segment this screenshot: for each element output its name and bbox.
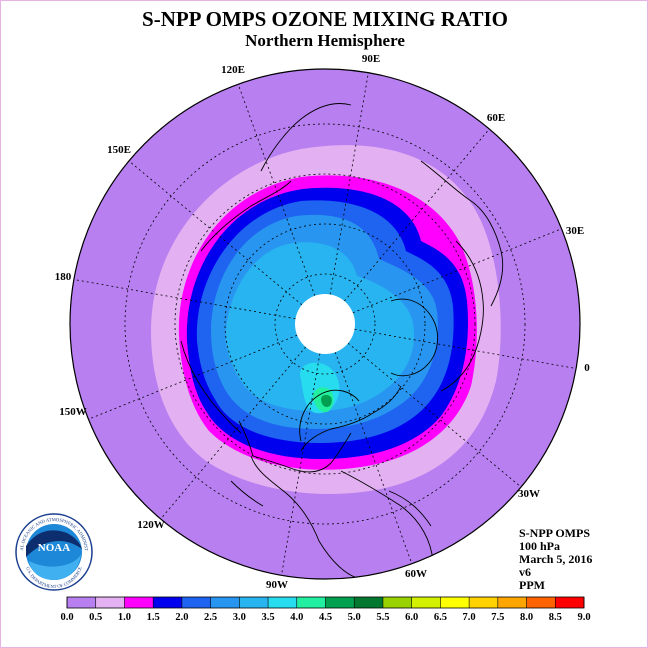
coastlines <box>180 103 504 579</box>
legend-swatch <box>325 597 355 608</box>
legend-tick-label: 8.5 <box>549 612 562 623</box>
legend-swatch <box>239 597 269 608</box>
info-version: v6 <box>519 565 531 579</box>
info-instrument: S-NPP OMPS <box>519 526 590 540</box>
lon-label: 0 <box>584 362 590 374</box>
legend-swatch <box>181 597 211 608</box>
legend-tick-label: 3.0 <box>233 612 246 623</box>
legend-swatch <box>153 597 183 608</box>
graticule <box>70 69 580 579</box>
legend-tick-label: 4.0 <box>290 612 303 623</box>
lon-label: 120E <box>221 64 245 76</box>
legend-swatch <box>67 597 97 608</box>
legend-tick-label: 3.5 <box>261 612 274 623</box>
legend-tick-label: 2.0 <box>175 612 188 623</box>
legend-tick-label: 5.5 <box>376 612 389 623</box>
info-units: PPM <box>519 578 545 592</box>
legend-swatch <box>555 597 585 608</box>
legend-swatch <box>440 597 470 608</box>
info-date: March 5, 2016 <box>519 552 593 566</box>
lon-label: 150W <box>59 406 87 418</box>
longitude-labels: 90E 60E 30E 0 30W 60W 90W 120W 150W 180 … <box>55 53 591 591</box>
legend-swatch <box>296 597 326 608</box>
logo-wordmark: NOAA <box>38 542 70 554</box>
lon-label: 90W <box>266 579 288 591</box>
polar-data-gap <box>295 294 355 354</box>
lon-label: 120W <box>137 519 165 531</box>
lon-label: 180 <box>55 271 72 283</box>
legend-tick-label: 6.5 <box>434 612 447 623</box>
lon-label: 30W <box>518 488 540 500</box>
legend-tick-label: 2.5 <box>204 612 217 623</box>
legend-tick-label: 1.0 <box>118 612 131 623</box>
legend-tick-label: 8.0 <box>520 612 533 623</box>
legend-swatch <box>210 597 240 608</box>
info-level: 100 hPa <box>519 539 561 553</box>
legend-swatch <box>382 597 412 608</box>
legend-swatch <box>469 597 499 608</box>
lon-label: 60W <box>405 568 427 580</box>
legend-tick-label: 6.0 <box>405 612 418 623</box>
legend-tick-label: 4.5 <box>319 612 332 623</box>
legend-tick-label: 0.5 <box>89 612 102 623</box>
color-legend: 0.0 0.5 1.0 1.5 2.0 2.5 3.0 3.5 4.0 4.5 5.0 5.5 6.0 6… <box>60 596 591 623</box>
legend-tick-label: 7.5 <box>491 612 504 623</box>
legend-tick-label: 0.0 <box>60 612 73 623</box>
map-title: S-NPP OMPS OZONE MIXING RATIO <box>142 7 508 31</box>
legend-swatch <box>354 597 384 608</box>
lon-label: 60E <box>487 112 505 124</box>
lon-label: 30E <box>566 225 584 237</box>
legend-swatch <box>268 597 298 608</box>
lon-label: 150E <box>107 144 131 156</box>
legend-swatch <box>124 597 154 608</box>
legend-tick-label: 9.0 <box>577 612 590 623</box>
legend-swatch <box>497 597 527 608</box>
map-subtitle: Northern Hemisphere <box>245 31 405 50</box>
legend-tick-label: 5.0 <box>348 612 361 623</box>
legend-swatch <box>411 597 441 608</box>
lon-label: 90E <box>362 53 380 65</box>
legend-swatch <box>95 597 125 608</box>
contour-4.5 <box>321 394 332 407</box>
info-block: S-NPP OMPS 100 hPa March 5, 2016 v6 PPM <box>519 527 592 592</box>
legend-swatch <box>526 597 556 608</box>
legend-tick-label: 7.0 <box>463 612 476 623</box>
legend-tick-label: 1.5 <box>147 612 160 623</box>
